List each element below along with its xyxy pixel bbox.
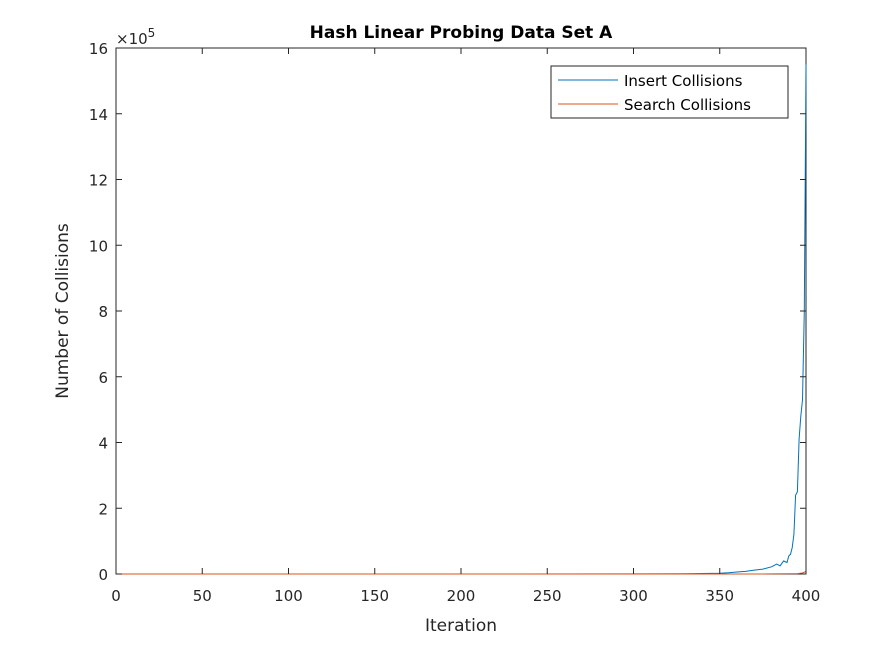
y-axis: 0 2 4 6 8 10 12 14 16 xyxy=(89,40,806,584)
x-tick-label: 350 xyxy=(705,587,734,605)
y-tick-label: 6 xyxy=(98,369,108,387)
x-tick-label: 250 xyxy=(533,587,562,605)
x-axis-label: Iteration xyxy=(425,616,497,636)
plot-area: 0 50 100 150 200 250 300 350 400 0 2 4 6 8 10 12 14 16 xyxy=(89,40,820,605)
x-tick-label: 150 xyxy=(360,587,389,605)
x-tick-label: 100 xyxy=(274,587,303,605)
series-line-insert-collisions xyxy=(116,64,807,575)
legend-label-search-collisions: Search Collisions xyxy=(624,96,751,114)
y-tick-label: 2 xyxy=(98,500,108,518)
y-tick-label: 14 xyxy=(89,106,108,124)
y-exponent-power: 5 xyxy=(148,26,156,40)
y-axis-label: Number of Collisions xyxy=(53,223,73,399)
y-tick-label: 0 xyxy=(98,566,108,584)
y-tick-label: 10 xyxy=(89,237,108,255)
axes-box xyxy=(115,47,807,575)
y-exponent-base: ×10 xyxy=(116,30,148,48)
y-tick-label: 16 xyxy=(89,40,108,58)
legend-label-insert-collisions: Insert Collisions xyxy=(624,72,743,90)
y-tick-label: 8 xyxy=(98,303,108,321)
x-axis: 0 50 100 150 200 250 300 350 400 xyxy=(111,48,820,605)
legend: Insert Collisions Search Collisions xyxy=(550,65,789,119)
y-tick-label: 4 xyxy=(98,435,108,453)
chart-title: Hash Linear Probing Data Set A xyxy=(310,23,614,43)
legend-box xyxy=(550,65,789,119)
series-layer xyxy=(116,64,807,575)
x-tick-label: 50 xyxy=(193,587,212,605)
x-tick-label: 400 xyxy=(792,587,821,605)
x-tick-label: 200 xyxy=(447,587,476,605)
y-exponent-label: ×105 xyxy=(116,26,155,48)
x-tick-label: 300 xyxy=(619,587,648,605)
y-tick-label: 12 xyxy=(89,172,108,190)
series-line-search-collisions xyxy=(116,570,807,575)
x-tick-label: 0 xyxy=(111,587,121,605)
